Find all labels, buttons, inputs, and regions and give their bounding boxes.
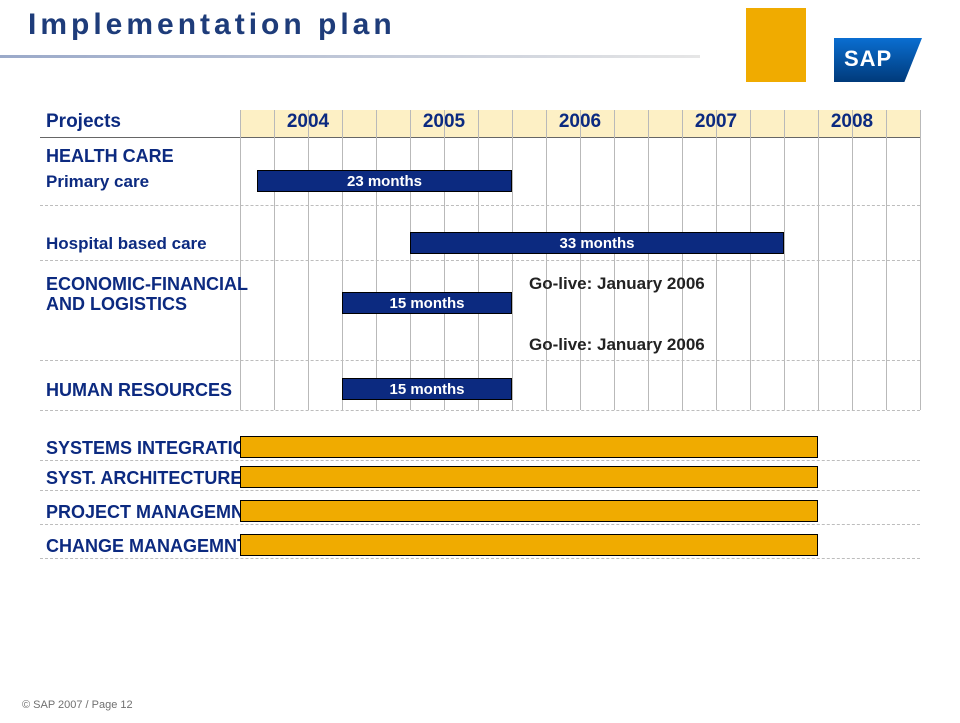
gantt-bar: 33 months xyxy=(410,232,784,254)
gantt-bar xyxy=(240,436,818,458)
gridline xyxy=(920,110,921,410)
golive-annotation: Go-live: January 2006 xyxy=(529,274,705,294)
gantt-bar: 15 months xyxy=(342,292,512,314)
row-separator xyxy=(40,410,920,411)
gantt-bar xyxy=(240,534,818,556)
row-label: Primary care xyxy=(46,172,149,192)
gantt-bar: 23 months xyxy=(257,170,512,192)
title-text: Implementation plan xyxy=(28,8,396,41)
row-label: PROJECT MANAGEMNT xyxy=(46,502,255,523)
row-separator xyxy=(40,490,920,491)
row-label: HUMAN RESOURCES xyxy=(46,380,232,401)
gantt-bar xyxy=(240,500,818,522)
row-separator xyxy=(40,524,920,525)
row-separator xyxy=(40,558,920,559)
row-label: AND LOGISTICS xyxy=(46,294,187,315)
sap-logo: SAP xyxy=(834,38,922,82)
page-title: Implementation plan xyxy=(0,0,700,58)
row-label: HEALTH CARE xyxy=(46,146,174,167)
gantt-bar: 15 months xyxy=(342,378,512,400)
row-separator xyxy=(40,205,920,206)
row-separator xyxy=(40,260,920,261)
gantt-bar xyxy=(240,466,818,488)
golive-annotation: Go-live: January 2006 xyxy=(529,335,705,355)
row-label: SYSTEMS INTEGRATION xyxy=(46,438,260,459)
header-projects: Projects xyxy=(40,110,240,138)
footer-text: © SAP 2007 / Page 12 xyxy=(22,699,133,711)
logo-text: SAP xyxy=(844,46,892,71)
gantt-chart: Projects 20042005200620072008HEALTH CARE… xyxy=(40,110,920,630)
gold-accent xyxy=(746,8,806,82)
row-label: Hospital based care xyxy=(46,234,207,254)
row-separator xyxy=(40,460,920,461)
row-label: ECONOMIC-FINANCIAL xyxy=(46,274,248,295)
row-label: SYST. ARCHITECTURE xyxy=(46,468,242,489)
row-label: CHANGE MANAGEMNT xyxy=(46,536,248,557)
row-separator xyxy=(40,360,920,361)
